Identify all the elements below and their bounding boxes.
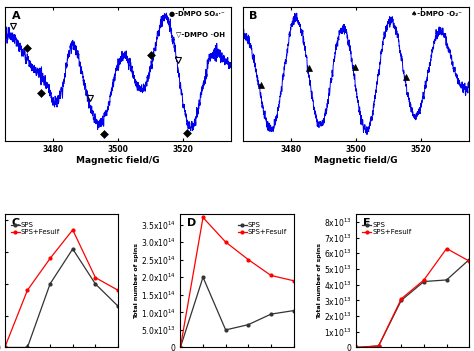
- SPS+Fesulf: [25, 288, 30, 292]
- SPS+Fesulf: [466, 259, 472, 263]
- SPS: [444, 278, 449, 282]
- SPS+Fesulf: [291, 279, 297, 283]
- SPS+Fesulf: [421, 278, 427, 282]
- SPS: [246, 323, 251, 327]
- Text: ♠-DMPO ·O₂⁻: ♠-DMPO ·O₂⁻: [411, 11, 463, 17]
- X-axis label: Magnetic field/G: Magnetic field/G: [314, 156, 398, 165]
- SPS+Fesulf: [246, 258, 251, 262]
- SPS+Fesulf: [353, 345, 359, 350]
- SPS: [399, 298, 404, 303]
- Line: SPS+Fesulf: SPS+Fesulf: [355, 247, 471, 349]
- SPS+Fesulf: [376, 344, 382, 348]
- SPS: [177, 345, 183, 350]
- SPS+Fesulf: [223, 240, 228, 244]
- Text: ●-DMPO SO₄·⁻: ●-DMPO SO₄·⁻: [169, 11, 225, 17]
- SPS+Fesulf: [177, 345, 183, 350]
- SPS: [376, 344, 382, 348]
- SPS+Fesulf: [399, 297, 404, 301]
- Line: SPS+Fesulf: SPS+Fesulf: [179, 216, 295, 349]
- SPS: [466, 257, 472, 261]
- SPS: [291, 309, 297, 313]
- SPS: [268, 312, 274, 316]
- SPS: [70, 247, 75, 251]
- SPS+Fesulf: [200, 216, 206, 220]
- Legend: SPS, SPS+Fesulf: SPS, SPS+Fesulf: [10, 221, 61, 236]
- Text: B: B: [249, 11, 258, 21]
- SPS+Fesulf: [444, 246, 449, 251]
- SPS: [115, 304, 121, 308]
- SPS+Fesulf: [70, 228, 75, 232]
- SPS: [200, 275, 206, 279]
- Line: SPS: SPS: [355, 258, 471, 349]
- Legend: SPS, SPS+Fesulf: SPS, SPS+Fesulf: [237, 221, 288, 236]
- SPS: [25, 345, 30, 350]
- Text: A: A: [11, 11, 20, 21]
- Text: ▽-DMPO ·OH: ▽-DMPO ·OH: [175, 31, 225, 37]
- Text: E: E: [363, 218, 370, 228]
- Line: SPS+Fesulf: SPS+Fesulf: [3, 229, 119, 349]
- Line: SPS: SPS: [179, 276, 295, 349]
- SPS+Fesulf: [268, 273, 274, 278]
- SPS: [47, 282, 53, 286]
- SPS+Fesulf: [47, 256, 53, 260]
- Y-axis label: Total number of spins: Total number of spins: [317, 243, 322, 319]
- Text: D: D: [187, 218, 196, 228]
- SPS: [2, 345, 8, 350]
- SPS: [421, 279, 427, 284]
- Legend: SPS, SPS+Fesulf: SPS, SPS+Fesulf: [362, 221, 412, 236]
- Y-axis label: Total number of spins: Total number of spins: [134, 243, 139, 319]
- SPS+Fesulf: [2, 345, 8, 350]
- SPS+Fesulf: [115, 288, 121, 292]
- SPS: [223, 328, 228, 332]
- X-axis label: Magnetic field/G: Magnetic field/G: [76, 156, 160, 165]
- Text: C: C: [11, 218, 19, 228]
- SPS: [353, 345, 359, 350]
- SPS: [92, 282, 98, 286]
- Line: SPS: SPS: [3, 247, 119, 349]
- SPS+Fesulf: [92, 276, 98, 280]
